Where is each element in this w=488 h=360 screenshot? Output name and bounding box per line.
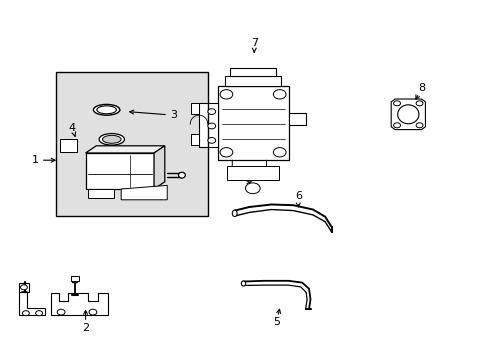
Circle shape <box>415 123 422 128</box>
Text: 4: 4 <box>69 123 76 133</box>
Circle shape <box>245 183 260 194</box>
Circle shape <box>220 148 232 157</box>
Ellipse shape <box>102 135 121 143</box>
Circle shape <box>207 123 215 129</box>
Text: 3: 3 <box>170 110 177 120</box>
Polygon shape <box>51 293 107 315</box>
Polygon shape <box>224 76 281 86</box>
Circle shape <box>273 148 285 157</box>
Polygon shape <box>71 276 79 281</box>
Circle shape <box>393 123 400 128</box>
Polygon shape <box>154 146 164 189</box>
Circle shape <box>415 101 422 106</box>
Polygon shape <box>217 86 288 160</box>
Text: 1: 1 <box>32 155 39 165</box>
Polygon shape <box>19 283 29 292</box>
Polygon shape <box>199 103 217 147</box>
Polygon shape <box>229 68 276 76</box>
Ellipse shape <box>97 106 116 114</box>
Circle shape <box>207 138 215 143</box>
Ellipse shape <box>232 210 237 217</box>
Polygon shape <box>85 153 154 189</box>
Text: 5: 5 <box>272 317 279 327</box>
Polygon shape <box>88 189 114 198</box>
Text: 2: 2 <box>82 323 89 333</box>
Polygon shape <box>85 146 164 153</box>
Circle shape <box>273 90 285 99</box>
Polygon shape <box>390 99 425 130</box>
Circle shape <box>22 311 29 316</box>
Text: 7: 7 <box>250 38 257 48</box>
Polygon shape <box>227 166 278 180</box>
Circle shape <box>20 285 27 290</box>
Text: 8: 8 <box>417 83 424 93</box>
Polygon shape <box>60 139 77 152</box>
Polygon shape <box>19 292 45 315</box>
Circle shape <box>89 309 97 315</box>
Polygon shape <box>288 113 305 125</box>
Ellipse shape <box>241 281 245 286</box>
Circle shape <box>393 101 400 106</box>
Text: 6: 6 <box>294 191 301 201</box>
Circle shape <box>57 309 65 315</box>
Circle shape <box>36 311 42 316</box>
Ellipse shape <box>99 134 124 145</box>
Bar <box>56 72 207 216</box>
Ellipse shape <box>93 104 120 115</box>
Ellipse shape <box>178 172 185 178</box>
Polygon shape <box>190 103 199 114</box>
Polygon shape <box>121 185 167 200</box>
Ellipse shape <box>397 105 418 124</box>
Bar <box>56 72 207 216</box>
Polygon shape <box>190 134 199 145</box>
Circle shape <box>207 109 215 114</box>
Circle shape <box>220 90 232 99</box>
